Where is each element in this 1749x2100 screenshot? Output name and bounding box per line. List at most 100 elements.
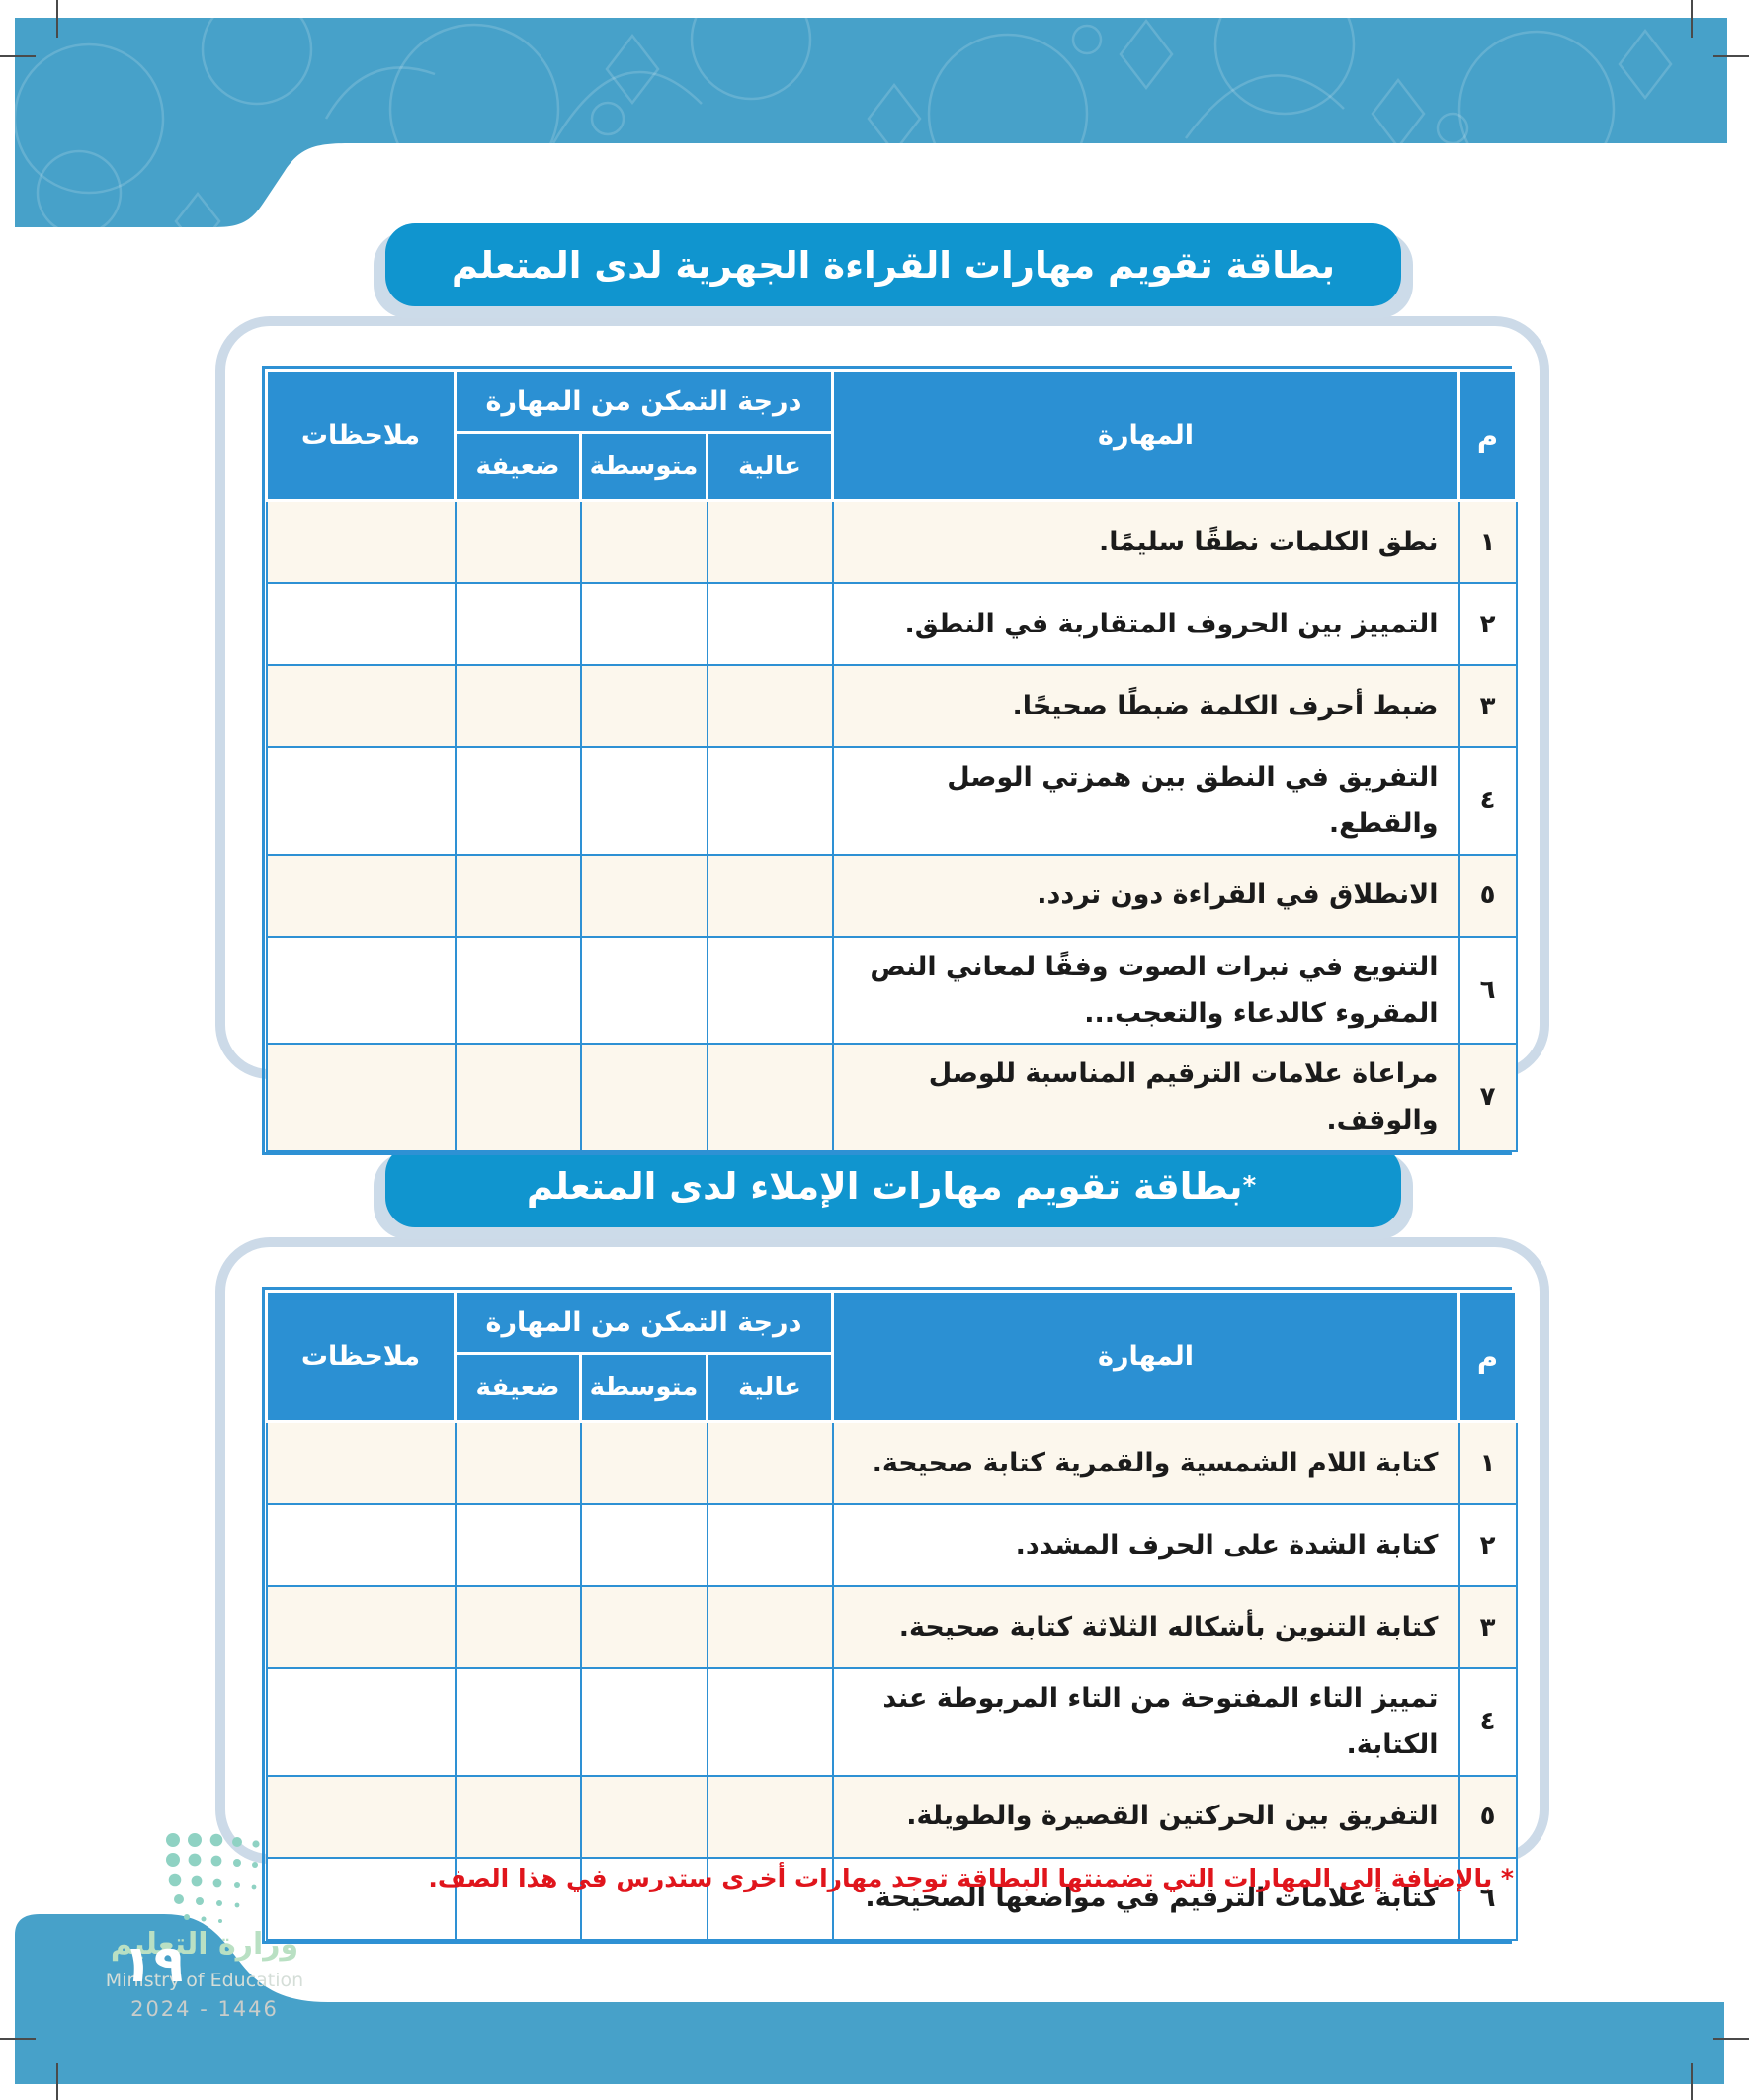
level-high-cell [706,1420,834,1505]
row-number-cell: ٣ [1458,664,1518,748]
row-number-cell: ٦ [1458,1856,1518,1941]
notes-cell [265,1043,457,1152]
column-header-level-high: عالية [706,1352,835,1423]
row-number-cell: ٢ [1458,1503,1518,1587]
level-medium-cell [579,1043,708,1152]
level-weak-cell [454,1420,582,1505]
skill-text-cell: كتابة التنوين بأشكاله الثلاثة كتابة صحيح… [831,1585,1460,1669]
crop-mark [56,2063,58,2100]
column-header-skill: المهارة [831,1290,1461,1423]
skill-text-cell: ضبط أحرف الكلمة ضبطًا صحيحًا. [831,664,1460,748]
level-high-cell [706,1774,834,1859]
level-high-cell [706,582,834,666]
notes-cell [265,1585,457,1669]
skill-row: ٢ كتابة الشدة على الحرف المشدد. [265,1503,1518,1587]
footer-wave-band [15,1914,1724,2084]
crop-mark [0,2038,36,2040]
row-number-cell: ٤ [1458,746,1518,856]
level-high-cell [706,935,834,1045]
column-header-mastery-span: درجة التمكن من المهارة [453,1290,835,1355]
notes-cell [265,582,457,666]
level-high-cell [706,1043,834,1152]
row-number-cell: ٥ [1458,853,1518,938]
notes-cell [265,746,457,856]
level-medium-cell [579,1585,708,1669]
column-header-index: م [1458,1290,1519,1423]
notes-cell [265,1856,457,1941]
skill-row: ٤ تمييز التاء المفتوحة من التاء المربوطة … [265,1667,1518,1777]
level-high-cell [706,499,834,584]
crop-mark [0,55,36,57]
row-number-cell: ٦ [1458,935,1518,1045]
level-weak-cell [454,1585,582,1669]
notes-cell [265,1667,457,1777]
skill-text-cell: التنويع في نبرات الصوت وفقًا لمعاني النص… [831,935,1460,1045]
level-high-cell [706,1585,834,1669]
level-medium-cell [579,499,708,584]
level-weak-cell [454,1774,582,1859]
column-header-level-high: عالية [706,431,835,502]
level-high-cell [706,1503,834,1587]
column-header-level-medium: متوسطة [579,1352,709,1423]
row-number-cell: ١ [1458,1420,1518,1505]
crop-mark [1691,0,1693,38]
column-header-index: م [1458,369,1519,502]
level-medium-cell [579,1774,708,1859]
level-weak-cell [454,746,582,856]
skill-row: ١ كتابة اللام الشمسية والقمرية كتابة صحيح… [265,1420,1518,1505]
level-high-cell [706,853,834,938]
column-header-notes: ملاحظات [265,369,457,502]
skill-row: ٤ التفريق في النطق بين همزتي الوصل والقطع… [265,746,1518,856]
skill-row: ٢ التمييز بين الحروف المتقاربة في النطق. [265,582,1518,666]
skill-row: ٣ كتابة التنوين بأشكاله الثلاثة كتابة صحي… [265,1585,1518,1669]
notes-cell [265,1420,457,1505]
skill-text-cell: التمييز بين الحروف المتقاربة في النطق. [831,582,1460,666]
skill-row: ٥ التفريق بين الحركتين القصيرة والطويلة. [265,1774,1518,1859]
skill-row: ٧ مراعاة علامات الترقيم المناسبة للوصل وا… [265,1043,1518,1152]
crop-mark [1713,2038,1749,2040]
level-medium-cell [579,1667,708,1777]
level-medium-cell [579,1420,708,1505]
row-number-cell: ٣ [1458,1585,1518,1669]
level-medium-cell [579,582,708,666]
notes-cell [265,1503,457,1587]
column-header-mastery-span: درجة التمكن من المهارة [453,369,835,434]
row-number-cell: ٢ [1458,582,1518,666]
level-weak-cell [454,499,582,584]
level-weak-cell [454,1043,582,1152]
level-medium-cell [579,1503,708,1587]
column-header-level-weak: ضعيفة [453,1352,583,1423]
row-number-cell: ٤ [1458,1667,1518,1777]
notes-cell [265,499,457,584]
skill-text-cell: كتابة اللام الشمسية والقمرية كتابة صحيحة… [831,1420,1460,1505]
level-weak-cell [454,935,582,1045]
crop-mark [1713,55,1749,57]
skill-row: ٦ التنويع في نبرات الصوت وفقًا لمعاني الن… [265,935,1518,1045]
spelling-skills-table: م المهارة درجة التمكن من المهارة ملاحظات… [262,1287,1519,1944]
level-medium-cell [579,935,708,1045]
level-weak-cell [454,582,582,666]
notes-cell [265,1774,457,1859]
column-header-notes: ملاحظات [265,1290,457,1423]
spelling-card-title: بطاقة تقويم مهارات الإملاء لدى المتعلم [526,1164,1243,1208]
skill-row: ٦ كتابة علامات الترقيم في مواضعها الصحيحة… [265,1856,1518,1941]
skill-text-cell: التفريق في النطق بين همزتي الوصل والقطع. [831,746,1460,856]
reading-card-title-banner: بطاقة تقويم مهارات القراءة الجهرية لدى ا… [374,223,1413,318]
skill-row: ١ نطق الكلمات نطقًا سليمًا. [265,499,1518,584]
ministry-logo-years: 2024 - 1446 [130,1997,279,2021]
skill-row: ٣ ضبط أحرف الكلمة ضبطًا صحيحًا. [265,664,1518,748]
level-medium-cell [579,1856,708,1941]
ministry-logo-english-wordmark: Ministry of Education [105,1970,304,1991]
level-high-cell [706,1856,834,1941]
column-header-level-weak: ضعيفة [453,431,583,502]
reading-card-title: بطاقة تقويم مهارات القراءة الجهرية لدى ا… [451,243,1336,287]
skill-text-cell: الانطلاق في القراءة دون تردد. [831,853,1460,938]
skill-text-cell: مراعاة علامات الترقيم المناسبة للوصل وال… [831,1043,1460,1152]
level-high-cell [706,746,834,856]
skill-text-cell: تمييز التاء المفتوحة من التاء المربوطة ع… [831,1667,1460,1777]
title-asterisk: * [1242,1171,1257,1201]
level-medium-cell [579,853,708,938]
skill-row: ٥ الانطلاق في القراءة دون تردد. [265,853,1518,938]
level-high-cell [706,664,834,748]
